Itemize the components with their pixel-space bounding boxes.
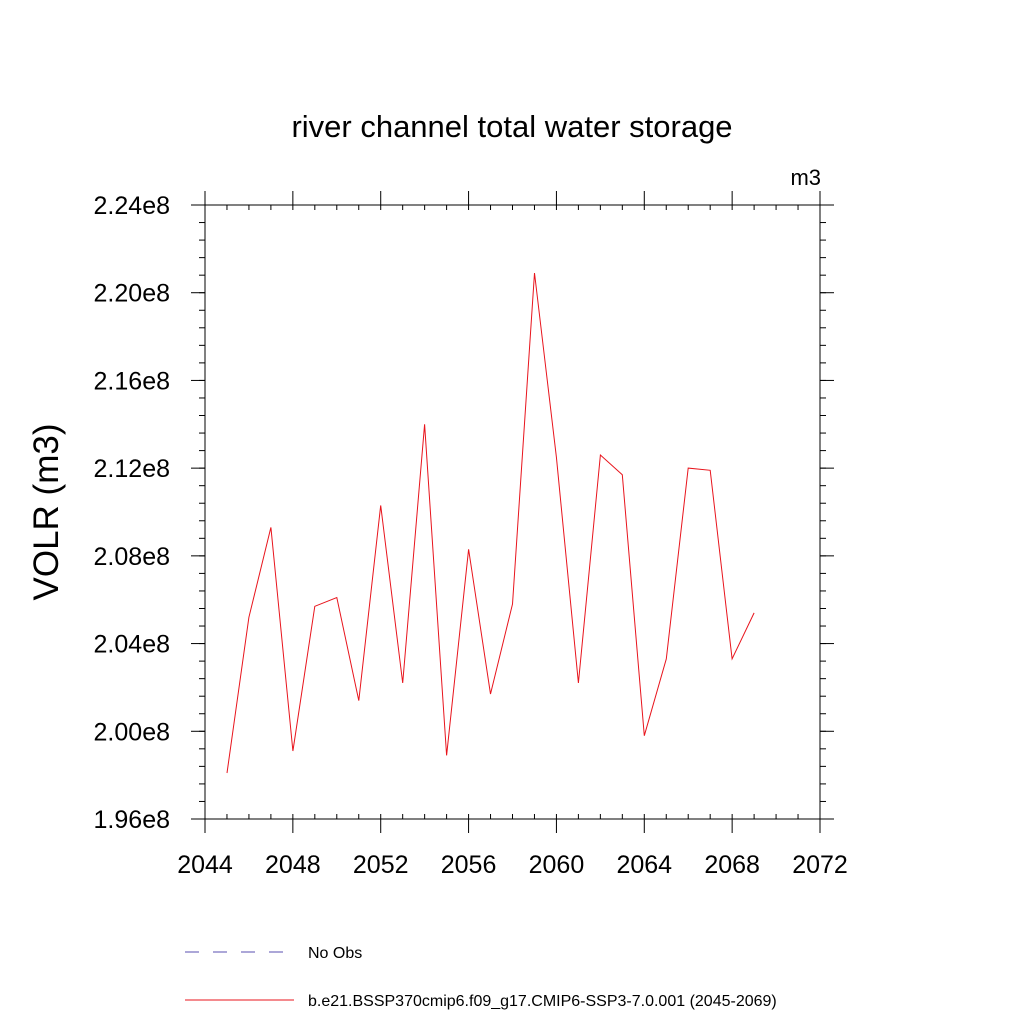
x-tick-label: 2072 [792,851,848,879]
x-tick-label: 2064 [616,851,672,879]
x-tick-label: 2068 [704,851,760,879]
legend-label: b.e21.BSSP370cmip6.f09_g17.CMIP6-SSP3-7.… [308,993,777,1010]
y-tick-label: 2.12e8 [94,455,170,483]
legend: No Obs b.e21.BSSP370cmip6.f09_g17.CMIP6-S… [185,945,777,1010]
y-tick-label: 2.08e8 [94,543,170,571]
units-label: m3 [790,165,821,190]
series-layer [226,272,755,774]
plot-frame [204,204,821,820]
y-tick-label: 1.96e8 [94,806,170,834]
axis-ticks: 2044 2048 2052 2056 2060 2064 2068 2072 1.96e8 2.… [94,191,848,879]
x-tick-label: 2044 [177,851,233,879]
y-tick-label: 2.04e8 [94,631,170,659]
y-tick-label: 2.24e8 [94,192,170,220]
y-axis-label: VOLR (m3) [27,424,66,601]
x-tick-label: 2056 [441,851,497,879]
chart-title: river channel total water storage [291,109,732,144]
x-tick-label: 2048 [265,851,321,879]
series-line [226,272,755,774]
x-tick-label: 2060 [529,851,585,879]
y-tick-label: 2.00e8 [94,718,170,746]
y-tick-label: 2.20e8 [94,280,170,308]
x-tick-label: 2052 [353,851,409,879]
y-tick-label: 2.16e8 [94,367,170,395]
legend-label: No Obs [308,945,362,962]
